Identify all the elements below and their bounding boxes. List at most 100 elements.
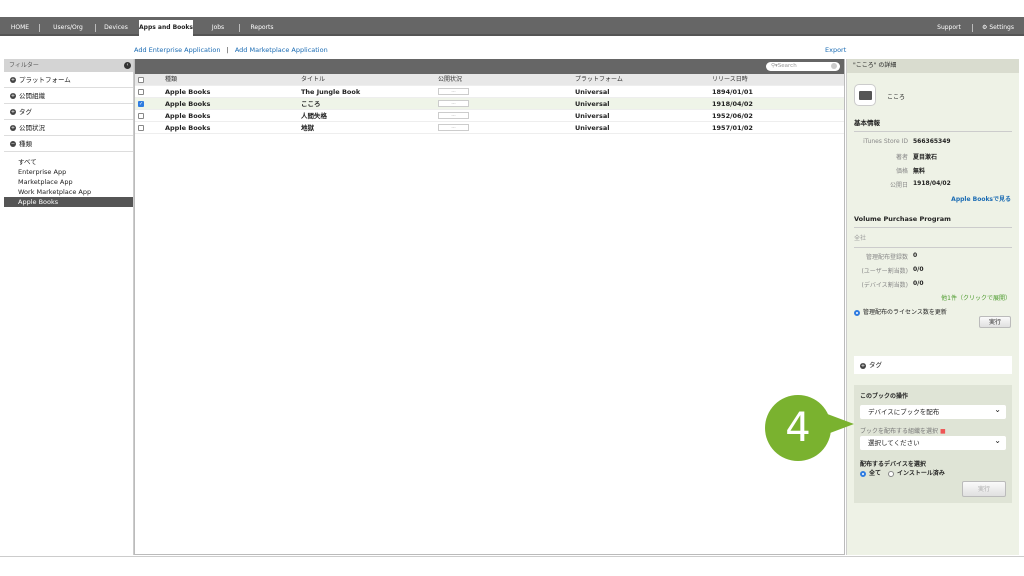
distribute-run-button[interactable]: 実行 [962,481,1006,497]
cell-type: Apple Books [165,124,211,132]
kv-value: 夏目漱石 [913,154,938,161]
collapse-icon[interactable]: ‹ [124,62,131,69]
plus-icon: + [10,93,16,99]
select-all-checkbox[interactable] [138,77,144,83]
table-row[interactable]: Apple Books The Jungle Book --- Universa… [135,86,844,98]
type-work-marketplace[interactable]: Work Marketplace App [18,188,92,196]
cell-title: The Jungle Book [301,88,361,96]
filter-type[interactable]: − 種類 [4,136,133,152]
kv-label: (デバイス割当数) [861,282,908,289]
kv-label: 価格 [895,168,908,175]
author: 著者 夏目漱石 [854,152,1012,162]
table-toolbar: ⚲▾Search [135,59,844,74]
filter-platform[interactable]: + プラットフォーム [4,72,133,88]
filter-status[interactable]: + 公開状況 [4,120,133,136]
device-count: (デバイス割当数) 0/0 [854,280,1012,290]
cell-status: --- [438,88,469,95]
type-apple-books[interactable]: Apple Books [4,197,133,207]
cell-type: Apple Books [165,112,211,120]
search-input[interactable]: ⚲▾Search [766,62,840,71]
price: 価格 無料 [854,166,1012,176]
table-row[interactable]: Apple Books 地獄 --- Universal 1957/01/02 [135,122,844,134]
cell-platform: Universal [575,124,610,132]
filter-tag[interactable]: + タグ [4,104,133,120]
search-placeholder: Search [777,63,797,69]
top-nav: HOME Users/Org Devices Apps and Books Jo… [0,17,1024,36]
settings-link[interactable]: ⚙ Settings [976,20,1020,36]
cell-platform: Universal [575,112,610,120]
update-license-radio[interactable]: 管理配布のライセンス数を更新 [854,307,947,316]
tab-apps-and-books[interactable]: Apps and Books [139,20,193,36]
op-title: このブックの操作 [860,393,909,400]
radio-label: 全て [869,470,882,477]
radio-all[interactable]: 全て [860,468,881,477]
col-status[interactable]: 公開状況 [438,76,463,83]
cell-title: こころ [301,100,321,108]
row-checkbox[interactable] [138,113,144,119]
cell-release: 1918/04/02 [712,100,753,108]
cell-status: --- [438,112,469,119]
plus-icon: + [10,109,16,115]
kv-value: 無料 [913,168,926,175]
clear-icon[interactable] [831,63,837,69]
filter-label: プラットフォーム [19,76,71,84]
kv-value: 0 [913,252,918,259]
add-enterprise-link[interactable]: Add Enterprise Application [134,46,221,54]
col-type[interactable]: 種類 [165,76,178,83]
type-all[interactable]: すべて [18,158,37,166]
tab-reports[interactable]: Reports [250,24,274,31]
col-release[interactable]: リリース日時 [712,76,748,83]
tab-jobs[interactable]: Jobs [196,20,240,36]
radio-icon [854,309,860,316]
row-checkbox[interactable] [138,89,144,95]
type-marketplace[interactable]: Marketplace App [18,178,73,186]
kv-value: 566365349 [913,138,951,145]
plus-icon: + [10,125,16,131]
expand-more-link[interactable]: 他1件（クリックで展開） [941,295,1011,302]
table-row[interactable]: ✓ Apple Books こころ --- Universal 1918/04/… [135,98,844,110]
run-button[interactable]: 実行 [979,316,1011,328]
kv-label: iTunes Store ID [863,138,908,145]
filter-title: フィルター [9,62,39,69]
book-operation-box: このブックの操作 デバイスにブックを配布 ブックを配布する組織を選択 ■ 選択し… [854,385,1012,503]
vpp-heading: Volume Purchase Program [854,215,1012,228]
radio-installed[interactable]: インストール済み [888,468,945,477]
filter-org[interactable]: + 公開組織 [4,88,133,104]
tab-users-org[interactable]: Users/Org [40,20,96,36]
plus-icon: + [860,363,866,369]
book-icon [854,84,876,106]
type-list: すべて Enterprise App Marketplace App Work … [4,152,133,207]
action-links: Add Enterprise Application | Add Marketp… [134,46,328,54]
org-select[interactable]: 選択してください [860,434,1006,450]
support-link[interactable]: Support [925,20,973,36]
cell-platform: Universal [575,88,610,96]
cell-platform: Universal [575,100,610,108]
row-checkbox[interactable] [138,125,144,131]
export-link[interactable]: Export [825,46,847,54]
apple-books-link[interactable]: Apple Booksで見る [951,196,1011,203]
type-enterprise[interactable]: Enterprise App [18,168,67,176]
cell-type: Apple Books [165,88,211,96]
row-checkbox[interactable]: ✓ [138,101,144,107]
kv-label: 著者 [895,154,908,161]
tag-section[interactable]: + タグ [854,356,1012,374]
cell-title: 人間失格 [301,112,327,120]
detail-panel: "こころ" の詳細 こころ 基本情報 iTunes Store ID 566365… [846,59,1019,555]
operation-select[interactable]: デバイスにブックを配布 [860,403,1006,419]
filter-sidebar: フィルター ‹ + プラットフォーム + 公開組織 + タグ + 公開状況 − 種類 すべて… [4,59,134,555]
cell-type: Apple Books [165,100,211,108]
gear-icon: ⚙ [982,24,988,31]
cell-release: 1894/01/01 [712,88,753,96]
app-table: ⚲▾Search 種類 タイトル 公開状況 プラットフォーム リリース日時 Ap… [134,59,845,555]
add-marketplace-link[interactable]: Add Marketplace Application [234,46,328,54]
separator: | [226,46,229,54]
published: 公開日 1918/04/02 [854,180,1012,190]
app-window: HOME Users/Org Devices Apps and Books Jo… [0,17,1024,557]
table-row[interactable]: Apple Books 人間失格 --- Universal 1952/06/0… [135,110,844,122]
kv-value: 0/0 [913,280,924,287]
tab-home[interactable]: HOME [0,20,40,36]
filter-header: フィルター ‹ [4,59,133,72]
tab-devices[interactable]: Devices [104,24,128,31]
col-title[interactable]: タイトル [301,76,326,83]
col-platform[interactable]: プラットフォーム [575,76,623,83]
